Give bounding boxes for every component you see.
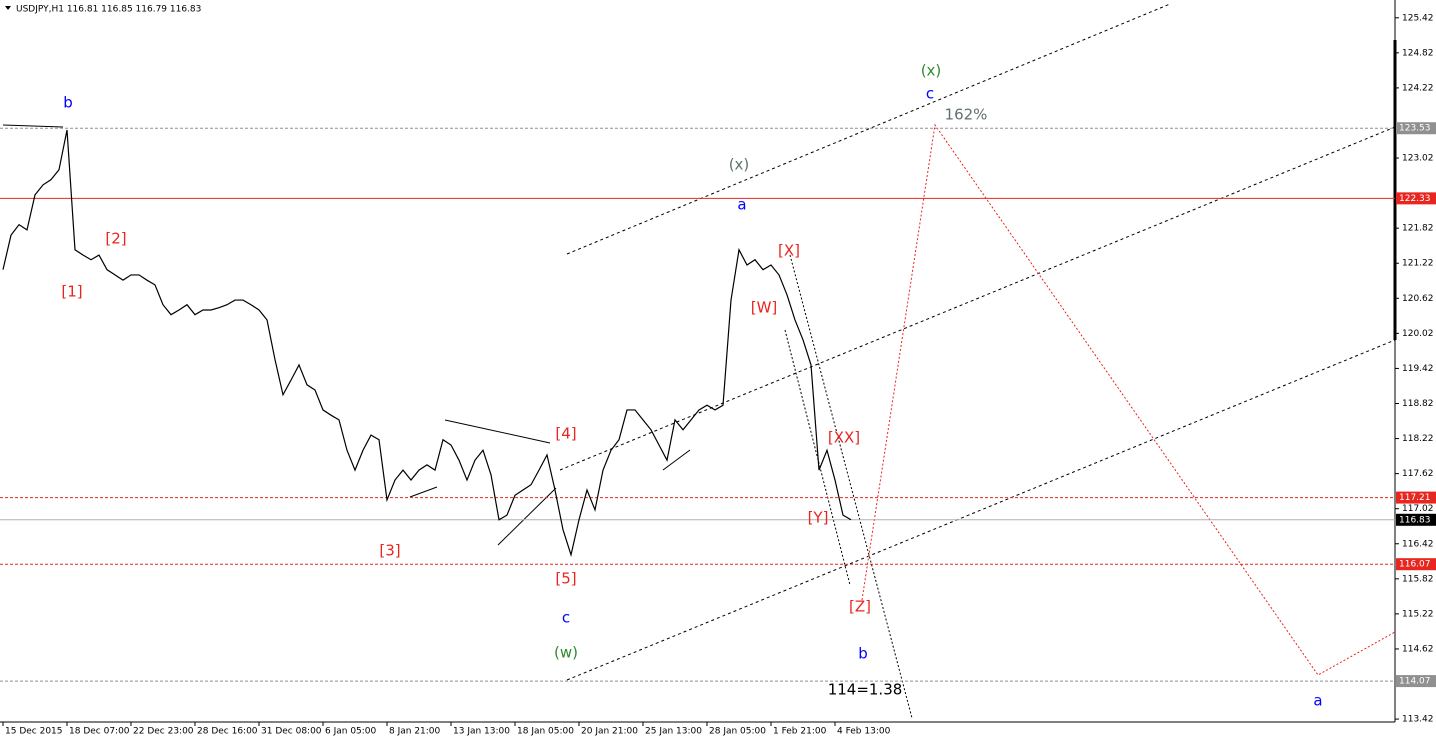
y-tick-label: 120.02 [1402, 329, 1434, 339]
y-tick-label: 121.22 [1402, 259, 1434, 269]
wave-label: [5] [555, 570, 576, 588]
wedge-line [444, 419, 551, 444]
wave-label: 162% [945, 106, 988, 124]
wave-label: c [926, 85, 934, 103]
price-level-box [1396, 675, 1436, 688]
x-tick-label: 31 Dec 08:00 [261, 727, 322, 737]
wave-label: 114=1.38 [828, 681, 903, 699]
price-level-label: 116.07 [1399, 560, 1431, 570]
x-tick-label: 20 Jan 21:00 [581, 727, 638, 737]
channel-line [559, 126, 1396, 471]
x-tick-label: 28 Dec 16:00 [197, 727, 258, 737]
channel-line [566, 3, 1171, 255]
y-tick-label: 120.62 [1402, 294, 1434, 304]
y-tick-label: 119.42 [1402, 364, 1434, 374]
x-tick-label: 8 Jan 21:00 [389, 727, 441, 737]
wave-label: [Z] [849, 598, 871, 616]
wave-label: b [63, 94, 73, 112]
wave-label: [1] [61, 283, 82, 301]
x-tick-label: 22 Dec 23:00 [133, 727, 194, 737]
wedge-line [409, 486, 438, 498]
price-level-label: 114.07 [1399, 677, 1431, 687]
wave-label: (x) [921, 62, 942, 80]
wave-label: [3] [379, 542, 400, 560]
x-tick-label: 18 Dec 07:00 [69, 727, 130, 737]
wave-label: [XX] [828, 429, 860, 447]
price-level-label: 123.53 [1399, 124, 1431, 134]
y-tick-label: 115.22 [1402, 609, 1434, 619]
chart-title: USDJPY,H1 116.81 116.85 116.79 116.83 [16, 5, 201, 15]
price-line [2, 129, 852, 558]
y-tick-label: 116.42 [1402, 539, 1434, 549]
price-level-box [1396, 491, 1436, 504]
price-level-box [1396, 558, 1436, 571]
y-tick-label: 124.82 [1402, 48, 1434, 58]
wave-label: [W] [751, 299, 778, 317]
wave-label: a [737, 196, 746, 214]
menu-arrow [5, 6, 11, 10]
y-tick-label: 123.02 [1402, 154, 1434, 164]
wedge-line [662, 449, 691, 471]
y-tick-label: 117.62 [1402, 469, 1434, 479]
y-tick-label: 124.22 [1402, 83, 1434, 93]
y-tick-label: 118.22 [1402, 434, 1434, 444]
wave-label: (x) [729, 156, 750, 174]
wave-label: a [1313, 692, 1322, 710]
price-level-label: 116.83 [1399, 515, 1431, 525]
x-tick-label: 1 Feb 21:00 [773, 727, 827, 737]
y-tick-label: 115.82 [1402, 574, 1434, 584]
wedge-line [2, 124, 64, 128]
wave-label: c [562, 609, 570, 627]
projection-line [861, 123, 1396, 676]
wave-label: [Y] [808, 509, 829, 527]
price-level-box [1396, 513, 1436, 526]
y-tick-label: 117.02 [1402, 504, 1434, 514]
x-tick-label: 6 Jan 05:00 [325, 727, 377, 737]
wave-label: [X] [778, 242, 800, 260]
y-tick-label: 118.82 [1402, 399, 1434, 409]
wave-label: [2] [105, 230, 126, 248]
price-level-box [1396, 122, 1436, 135]
price-level-box [1396, 192, 1436, 205]
y-tick-label: 113.42 [1402, 715, 1434, 725]
x-tick-label: 15 Dec 2015 [5, 727, 63, 737]
x-tick-label: 13 Jan 13:00 [453, 727, 510, 737]
price-level-label: 122.33 [1399, 194, 1431, 204]
x-tick-label: 25 Jan 13:00 [645, 727, 702, 737]
y-tick-label: 125.42 [1402, 13, 1434, 23]
x-tick-label: 4 Feb 13:00 [837, 727, 891, 737]
y-tick-label: 114.62 [1402, 644, 1434, 654]
channel-line [566, 339, 1396, 681]
wave-label: [4] [555, 425, 576, 443]
x-tick-label: 18 Jan 05:00 [517, 727, 574, 737]
wave-label: b [858, 645, 868, 663]
drawing-tools [2, 3, 1396, 719]
y-tick-label: 121.82 [1402, 224, 1434, 234]
x-tick-label: 28 Jan 05:00 [709, 727, 766, 737]
wave-label: (w) [554, 644, 578, 662]
price-level-label: 117.21 [1399, 493, 1431, 503]
